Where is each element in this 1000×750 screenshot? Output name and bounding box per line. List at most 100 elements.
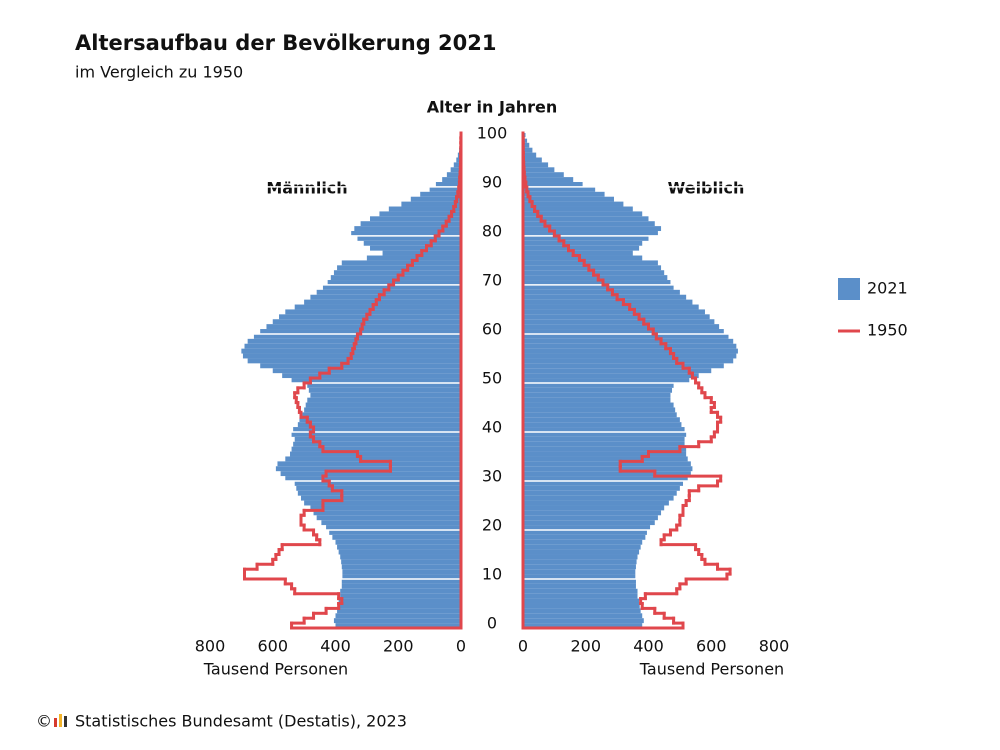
- bar: [523, 593, 638, 599]
- bar: [341, 583, 461, 589]
- bar: [275, 466, 461, 472]
- bar: [277, 461, 461, 467]
- bar: [304, 299, 461, 305]
- bar: [294, 480, 461, 486]
- bar: [523, 142, 530, 148]
- bar: [523, 265, 662, 271]
- bar: [523, 436, 685, 442]
- x-tick-label: 600: [696, 637, 727, 656]
- y-tick-label: 10: [482, 564, 502, 583]
- bar: [442, 177, 461, 183]
- bar: [523, 505, 665, 511]
- bar: [341, 559, 461, 565]
- bar: [313, 510, 461, 516]
- bar: [247, 358, 461, 364]
- x-tick-label: 0: [518, 637, 528, 656]
- bar: [247, 338, 461, 344]
- bar: [523, 172, 564, 178]
- x-axis-label: Tausend Personen: [639, 660, 784, 679]
- bar: [523, 539, 643, 545]
- bar: [326, 525, 461, 530]
- bar: [523, 441, 685, 447]
- bar: [338, 603, 461, 609]
- bar: [523, 353, 737, 359]
- chart-title: Altersaufbau der Bevölkerung 2021: [75, 31, 497, 55]
- bar: [523, 363, 724, 369]
- bar: [523, 206, 633, 212]
- bar: [523, 471, 691, 477]
- bar: [366, 255, 461, 261]
- bar: [523, 177, 574, 183]
- bar: [523, 613, 643, 619]
- legend-swatch: [838, 278, 860, 300]
- bar: [299, 417, 461, 423]
- bar: [341, 564, 461, 570]
- bar: [523, 162, 549, 168]
- bar: [523, 157, 542, 163]
- bar: [322, 284, 461, 290]
- bar: [523, 544, 641, 550]
- chart-subtitle: im Vergleich zu 1950: [75, 63, 243, 82]
- bar: [523, 235, 649, 241]
- bar: [523, 525, 651, 530]
- bar: [272, 319, 461, 325]
- bar: [260, 363, 461, 369]
- bar: [523, 387, 673, 393]
- bar: [279, 314, 461, 320]
- bar: [523, 314, 710, 320]
- y-tick-label: 60: [482, 319, 502, 338]
- bar: [523, 221, 655, 227]
- bar: [523, 226, 662, 232]
- bar: [280, 471, 461, 477]
- bar: [523, 574, 636, 579]
- bar: [357, 235, 461, 241]
- bar: [523, 182, 583, 187]
- bar: [523, 480, 684, 486]
- bar: [351, 231, 461, 236]
- x-tick-label: 400: [633, 637, 664, 656]
- bar: [523, 289, 680, 295]
- bar: [523, 373, 699, 379]
- bar: [420, 191, 461, 197]
- bar: [290, 451, 461, 457]
- logo: [54, 714, 67, 727]
- bar: [523, 623, 643, 628]
- bar: [291, 446, 461, 452]
- bar: [304, 407, 461, 413]
- bar: [340, 593, 461, 599]
- bar: [523, 338, 734, 344]
- bar: [329, 529, 461, 535]
- bar: [523, 422, 682, 428]
- bar: [342, 569, 461, 575]
- bar: [523, 186, 596, 192]
- bar: [316, 515, 461, 521]
- x-tick-label: 800: [195, 637, 226, 656]
- bar: [338, 549, 461, 555]
- bar: [523, 284, 674, 290]
- bar: [523, 569, 636, 575]
- bar: [321, 520, 461, 526]
- bar: [523, 250, 633, 256]
- bar: [370, 216, 461, 222]
- bar: [330, 275, 461, 281]
- bar: [523, 461, 691, 467]
- bar: [410, 196, 461, 202]
- bar: [523, 333, 729, 339]
- bar: [338, 598, 461, 604]
- male-label: Männlich: [266, 179, 347, 198]
- bar: [523, 196, 614, 202]
- y-axis-label: Alter in Jahren: [427, 98, 558, 117]
- bar: [354, 226, 461, 232]
- bar: [337, 608, 461, 614]
- bar: [272, 368, 461, 374]
- bar: [523, 490, 677, 496]
- bar: [300, 495, 461, 501]
- bar: [297, 422, 461, 428]
- bar: [335, 539, 461, 545]
- bar: [523, 466, 693, 472]
- bar: [523, 446, 687, 452]
- bar: [523, 618, 644, 624]
- bar: [523, 304, 699, 310]
- bar: [291, 431, 461, 437]
- bar: [282, 373, 461, 379]
